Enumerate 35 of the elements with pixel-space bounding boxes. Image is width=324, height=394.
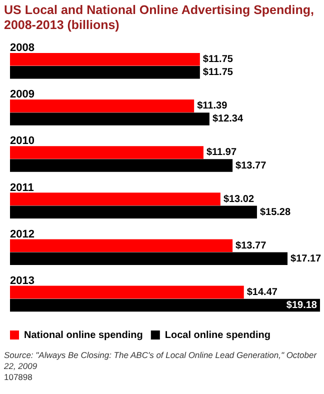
bar [10, 100, 194, 112]
y-tick-label: 2010 [10, 135, 34, 148]
text: 107898 [4, 372, 34, 383]
bar [10, 192, 220, 206]
bar [10, 286, 244, 299]
data-label: $17.17 [290, 253, 322, 264]
data-label: $15.28 [260, 206, 291, 218]
bar [10, 298, 320, 312]
y-tick-label: 2011 [10, 182, 34, 194]
legend-label: National online spending [24, 330, 143, 341]
data-label: $11.75 [202, 54, 234, 66]
data-label: $13.77 [236, 240, 267, 252]
data-label: $12.34 [212, 114, 244, 125]
data-label: $19.18 [286, 300, 318, 311]
bar [10, 206, 257, 218]
bar [10, 52, 200, 66]
y-tick-label: 2012 [10, 228, 34, 240]
bar [10, 239, 233, 252]
data-label: $13.77 [236, 160, 267, 172]
y-tick-label: 2013 [10, 274, 34, 287]
bar [10, 252, 288, 266]
data-label: $11.75 [202, 67, 234, 78]
bar [10, 112, 210, 126]
source-note: Source: "Always Be Closing: The ABC's of Local Online Lead Generation," October 22, 2009 [4, 350, 318, 372]
data-label: $14.47 [246, 286, 278, 298]
chart-title: US Local and National Online Advertising Spending, 2008-2013 (billions) [4, 3, 315, 33]
y-tick-label: 2009 [10, 88, 34, 101]
data-label: $11.97 [206, 147, 237, 158]
data-label: $13.02 [223, 194, 254, 205]
legend-label: Local online spending [164, 330, 270, 341]
bar [10, 146, 204, 159]
y-tick-label: 2008 [10, 42, 34, 54]
bar [10, 66, 200, 79]
data-label: $11.39 [197, 100, 228, 112]
bar [10, 159, 233, 172]
